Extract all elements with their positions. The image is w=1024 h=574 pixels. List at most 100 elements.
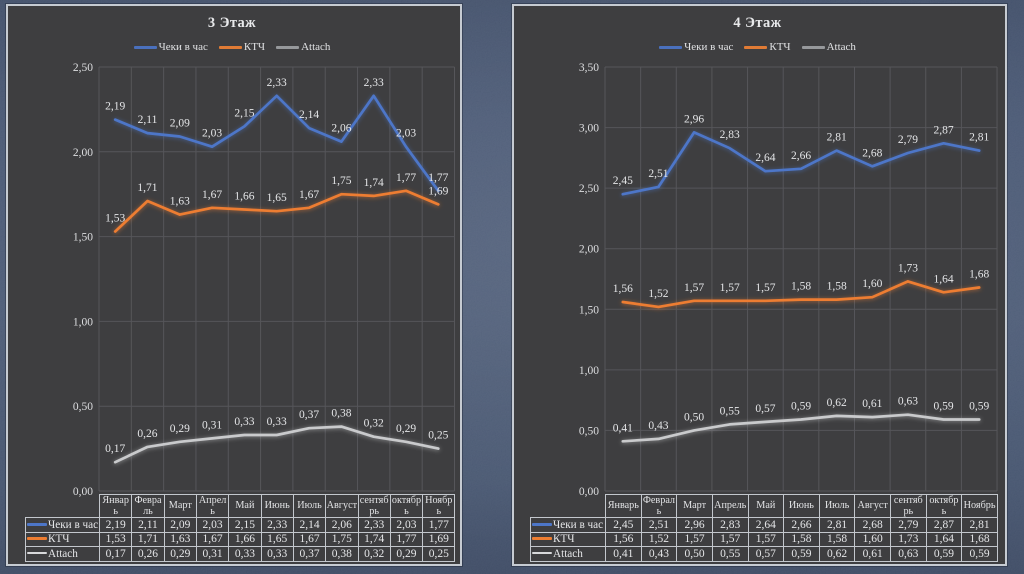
- value-cell: 1,68: [961, 531, 998, 548]
- legend-item: КТЧ: [744, 42, 791, 53]
- series-key-icon: [532, 522, 552, 526]
- series-line-ktch: [113, 189, 440, 233]
- series-label-cell: КТЧ: [25, 531, 100, 548]
- value-cell: 0,31: [195, 546, 230, 562]
- data-label: 1,58: [827, 281, 847, 293]
- value-cell: 0,29: [389, 546, 424, 562]
- value-cell: 1,57: [676, 531, 713, 548]
- table-corner-ghost: [26, 494, 100, 518]
- value-cell: 2,51: [640, 517, 678, 533]
- value-cell: 2,81: [818, 517, 856, 533]
- data-label: 0,37: [299, 409, 319, 421]
- data-label: 1,69: [428, 185, 448, 197]
- series-line-ktch: [621, 280, 981, 309]
- data-label: 0,50: [684, 411, 704, 423]
- data-label: 2,03: [202, 128, 222, 140]
- chart-panel-floor-4: 4 Этаж Чеки в час КТЧ Attach 3,50 3,00 2,50 2…: [512, 4, 1007, 566]
- data-label: 0,29: [396, 423, 416, 435]
- legend-item: Attach: [801, 41, 856, 53]
- series-key-icon: [27, 537, 47, 540]
- month-header-cell: Март: [163, 493, 197, 519]
- value-cell: 2,15: [228, 517, 262, 533]
- month-header-cell: Ноябрь: [961, 493, 998, 519]
- data-label: 2,64: [755, 152, 775, 164]
- y-axis-tick-label: 1,50: [579, 304, 599, 316]
- value-cell: 0,33: [228, 546, 262, 562]
- data-label: 1,63: [170, 196, 190, 208]
- data-label: 1,77: [396, 172, 416, 184]
- value-cell: 2,81: [961, 517, 998, 533]
- value-cell: 0,62: [818, 546, 856, 562]
- line-chart: 2,50 2,00 1,50 1,00 0,50 0,00 2,19 2,11 2,09 2,03…: [73, 62, 455, 498]
- value-cell: 0,59: [925, 546, 963, 562]
- data-label: 1,77: [428, 172, 448, 184]
- month-header-cell: Май: [228, 493, 262, 519]
- data-label: 0,29: [170, 423, 190, 435]
- value-cell: 1,56: [605, 531, 642, 548]
- data-label: 1,73: [898, 262, 918, 274]
- data-label: 1,64: [934, 273, 954, 285]
- value-cell: 1,58: [818, 531, 856, 548]
- data-label: 1,60: [862, 278, 882, 290]
- series-name: КТЧ: [553, 533, 575, 546]
- y-axis-tick-label: 0,50: [579, 425, 599, 437]
- value-cell: 2,96: [676, 517, 713, 533]
- data-label: 1,68: [969, 268, 989, 280]
- value-cell: 1,52: [640, 531, 678, 548]
- table-header-row: Январь Февраль Март Апрель Май Июнь Июль Август…: [531, 493, 998, 519]
- data-label: 1,53: [105, 213, 125, 225]
- month-header-cell: Июль: [292, 493, 327, 519]
- series-label-cell: Attach: [25, 546, 100, 562]
- data-label: 2,96: [684, 113, 704, 125]
- legend-item: Attach: [276, 42, 330, 53]
- gridlines: [98, 66, 455, 492]
- data-label: 2,66: [791, 150, 811, 162]
- legend-key-icon: [218, 46, 242, 49]
- data-table: Январь Февраль Март Апрель Май Июнь Июль Август…: [530, 493, 998, 562]
- y-axis-tick-label: 0,00: [579, 486, 599, 498]
- y-axis-tick-label: 0,50: [73, 401, 93, 413]
- data-label: 2,33: [267, 77, 287, 89]
- month-header-cell: Январь: [605, 493, 642, 519]
- value-cell: 1,53: [98, 531, 133, 548]
- data-label: 2,83: [720, 129, 740, 141]
- data-label: 1,67: [202, 189, 222, 201]
- table-corner-ghost: [531, 494, 606, 518]
- series-line-cheki-v-chas: [621, 131, 981, 196]
- y-axis-tick-label: 2,50: [579, 183, 599, 195]
- value-cell: 2,68: [854, 517, 891, 533]
- value-cell: 1,60: [854, 531, 891, 548]
- data-label: 0,33: [267, 416, 287, 428]
- value-cell: 0,32: [357, 546, 391, 562]
- data-label: 2,33: [364, 77, 384, 89]
- series-name: КТЧ: [48, 533, 70, 546]
- legend-item: Чеки в час: [659, 42, 733, 53]
- series-line-attach: [113, 425, 440, 464]
- legend-label: Attach: [301, 41, 331, 53]
- legend-key-icon: [659, 46, 683, 49]
- month-header-cell: Ноябрь: [422, 493, 456, 519]
- value-cell: 1,67: [292, 531, 327, 548]
- value-cell: 0,38: [325, 546, 359, 562]
- value-cell: 0,33: [260, 546, 294, 562]
- month-header-cell: Июнь: [783, 493, 820, 519]
- chart-panel-floor-3: 3 Этаж Чеки в час КТЧ Attach 2,50 2,00 1,50 1…: [6, 4, 462, 566]
- data-label: 0,59: [791, 401, 811, 413]
- legend-label: Attach: [826, 41, 856, 53]
- chart-title-floor-4: 4 Этаж: [733, 15, 782, 31]
- data-label: 1,57: [755, 282, 775, 294]
- month-header-cell: Февраль: [640, 493, 678, 519]
- data-label: 1,58: [791, 281, 811, 293]
- legend-key-icon: [801, 46, 825, 49]
- value-cell: 2,03: [389, 517, 424, 533]
- data-table: Январь Февраль Март Апрель Май Июнь Июль Август…: [25, 493, 456, 562]
- table-row-ktch: КТЧ 1,56 1,52 1,57 1,57 1,57 1,58 1,58 1,60 1,73 1…: [530, 531, 998, 548]
- value-cell: 0,63: [890, 546, 927, 562]
- data-label: 2,45: [613, 175, 633, 187]
- data-label: 0,57: [755, 403, 775, 415]
- month-header-cell: Январь: [98, 493, 133, 519]
- series-name: Чеки в час: [48, 519, 99, 532]
- month-header-cell: Июль: [818, 493, 856, 519]
- data-label: 0,61: [862, 398, 882, 410]
